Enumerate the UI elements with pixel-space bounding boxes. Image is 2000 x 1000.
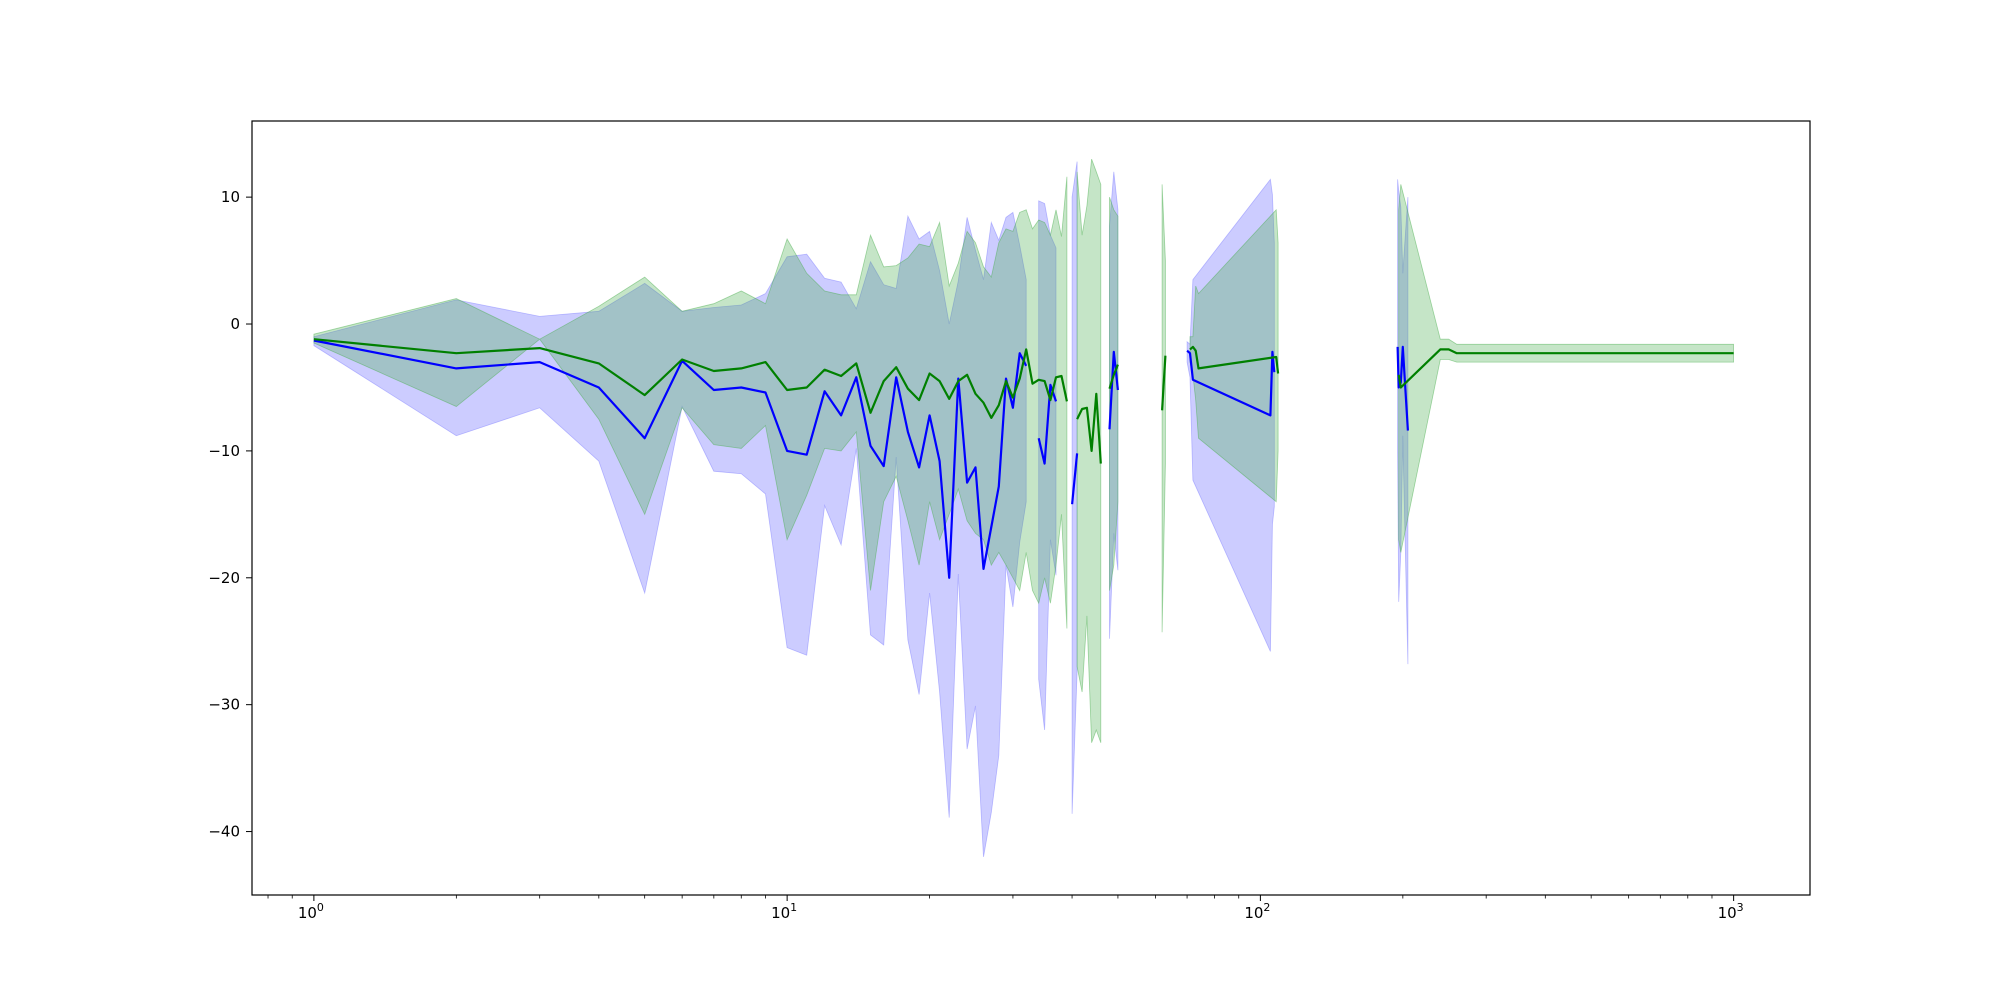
- series-1-line-0: [313, 338, 1068, 419]
- series-0-line-3: [1108, 350, 1119, 430]
- series-1-band-1: [1076, 158, 1102, 743]
- series-0-band-5: [1397, 179, 1409, 665]
- series-0-band-3: [1109, 171, 1119, 639]
- y-tick-label-2: −10: [208, 442, 240, 460]
- series-0-line-0: [313, 339, 1028, 579]
- series-1-band-0: [313, 176, 1068, 629]
- series-1-band-5: [1398, 184, 1734, 553]
- y-tick-label-3: −20: [208, 569, 240, 587]
- series-0-band-4: [1186, 178, 1275, 652]
- y-tick-label-1: 0: [230, 315, 240, 333]
- series-1-line-5: [1397, 348, 1734, 389]
- series-0-line-4: [1186, 349, 1276, 417]
- y-tick-label-0: 10: [221, 188, 240, 206]
- series-0-band-1: [1038, 200, 1057, 731]
- plot-area: [313, 158, 1734, 857]
- series-1-line-3: [1161, 355, 1167, 411]
- series-0-line-2: [1071, 453, 1079, 505]
- series-1-band-3: [1161, 184, 1166, 633]
- series-1-line-4: [1189, 345, 1280, 374]
- y-tick-label-4: −30: [208, 696, 240, 714]
- y-tick-label-5: −40: [208, 823, 240, 841]
- series-1-line-1: [1076, 392, 1102, 464]
- axes-frame: [251, 120, 1811, 896]
- series-0-band-0: [313, 211, 1027, 857]
- series-1-line-2: [1108, 364, 1119, 390]
- series-1-band-2: [1109, 196, 1119, 591]
